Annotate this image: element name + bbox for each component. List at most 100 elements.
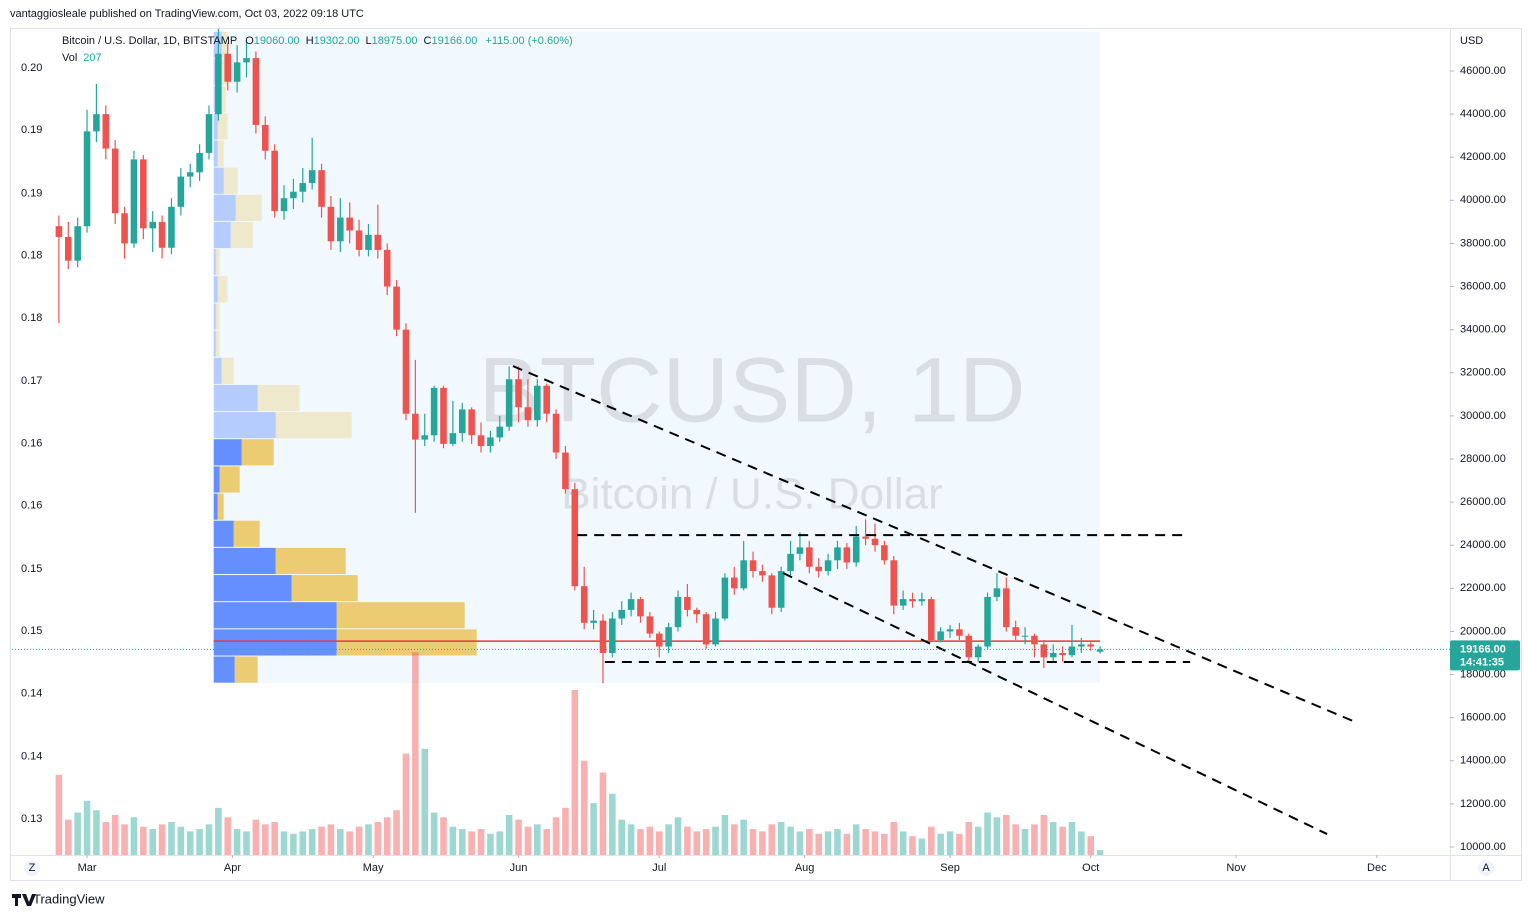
volume-bar xyxy=(843,833,851,855)
volume-bar xyxy=(749,829,757,855)
candle-body xyxy=(458,409,466,434)
candle-body xyxy=(468,409,475,436)
volume-bar xyxy=(515,819,522,855)
auto-scale-button[interactable] xyxy=(1478,860,1494,876)
volume-bar xyxy=(496,831,504,855)
volume-bar xyxy=(93,810,100,855)
profile-down xyxy=(215,330,220,357)
y-tick-label: 14000.00 xyxy=(1460,755,1506,767)
volume-bar xyxy=(881,833,888,855)
candle-body xyxy=(55,226,63,237)
candle-body xyxy=(149,221,156,229)
profile-down xyxy=(223,167,238,194)
y2-tick-label: 0.14 xyxy=(21,751,42,763)
candle-body xyxy=(571,489,579,587)
profile-up xyxy=(213,113,218,140)
candle-body xyxy=(515,379,522,408)
volume-bar xyxy=(186,831,194,855)
profile-down xyxy=(234,656,258,683)
volume-bar xyxy=(580,760,588,855)
volume-bar xyxy=(693,831,701,855)
candle-body xyxy=(355,230,363,250)
profile-up xyxy=(213,249,216,276)
l-value: 18975.00 xyxy=(372,35,418,47)
candle-body xyxy=(787,553,794,572)
candle-body xyxy=(937,631,944,641)
last-price-box xyxy=(1450,640,1520,671)
candle-body xyxy=(383,249,391,287)
profile-down xyxy=(221,357,234,384)
y-tick-label: 18000.00 xyxy=(1460,668,1506,680)
profile-down xyxy=(217,276,228,303)
candle-body xyxy=(702,614,710,645)
candle-body xyxy=(243,58,250,63)
volume-bar xyxy=(140,826,147,855)
candle-body xyxy=(327,206,335,242)
candle-body xyxy=(881,545,888,561)
profile-down xyxy=(291,575,358,602)
candle-body xyxy=(927,599,935,641)
candle-body xyxy=(308,170,316,184)
volume-bar xyxy=(111,814,119,855)
volume-bar xyxy=(1040,814,1048,855)
volume-bar xyxy=(1068,822,1076,855)
profile-up xyxy=(213,493,218,520)
profile-up xyxy=(213,575,292,602)
candle-body xyxy=(524,407,532,421)
volume-bar xyxy=(815,833,822,855)
candle-body xyxy=(693,609,701,615)
volume-bar xyxy=(468,831,475,855)
volume-bar xyxy=(834,829,841,855)
x-tick-label: Mar xyxy=(78,862,97,874)
y-tick-label: 20000.00 xyxy=(1460,625,1506,637)
profile-range xyxy=(213,31,1101,684)
volume-bar xyxy=(852,824,860,855)
y-tick-label: 30000.00 xyxy=(1460,410,1506,422)
profile-up xyxy=(213,140,218,167)
y2-tick-label: 0.18 xyxy=(21,250,42,262)
profile-up xyxy=(213,276,218,303)
candle-body xyxy=(158,221,166,248)
volume-bar xyxy=(74,812,81,855)
candle-body xyxy=(1040,644,1048,658)
volume-bar xyxy=(806,829,813,855)
y-tick-label: 24000.00 xyxy=(1460,539,1506,551)
auto-scale-label[interactable]: A xyxy=(1482,862,1490,874)
profile-up xyxy=(213,167,224,194)
volume-bar xyxy=(534,824,541,855)
x-tick-label: Aug xyxy=(795,862,815,874)
candle-body xyxy=(965,635,973,658)
volume-bar xyxy=(702,829,710,855)
candle-body xyxy=(1059,653,1066,656)
volume-bar xyxy=(83,800,91,855)
candle-body xyxy=(1003,588,1010,628)
volume-bar xyxy=(149,829,156,855)
zoom-button-label[interactable]: Z xyxy=(29,862,36,874)
x-tick-label: Jun xyxy=(510,862,528,874)
volume-bar xyxy=(121,824,128,855)
zoom-button[interactable] xyxy=(24,860,40,876)
last-price-label: 19166.00 xyxy=(1460,643,1506,655)
candle-body xyxy=(365,234,372,250)
candle-body xyxy=(186,172,194,177)
candle-body xyxy=(731,577,738,589)
brand: TradingView xyxy=(33,891,105,906)
profile-up xyxy=(213,547,276,575)
volume-bar xyxy=(1031,824,1038,855)
volume-bar xyxy=(1096,850,1104,855)
profile-up xyxy=(213,466,220,493)
candle-body xyxy=(946,629,954,632)
candle-body xyxy=(984,596,991,647)
candle-body xyxy=(562,452,569,490)
volume-bar xyxy=(477,829,485,855)
volume-bar xyxy=(946,831,954,855)
candle-body xyxy=(1012,627,1019,636)
candle-body xyxy=(806,547,813,567)
candle-body xyxy=(168,206,175,248)
candle-body xyxy=(543,385,550,414)
volume-bar xyxy=(1078,831,1085,855)
vol-label: Vol xyxy=(62,52,77,64)
volume-bar xyxy=(899,831,907,855)
y2-tick-label: 0.19 xyxy=(21,187,42,199)
